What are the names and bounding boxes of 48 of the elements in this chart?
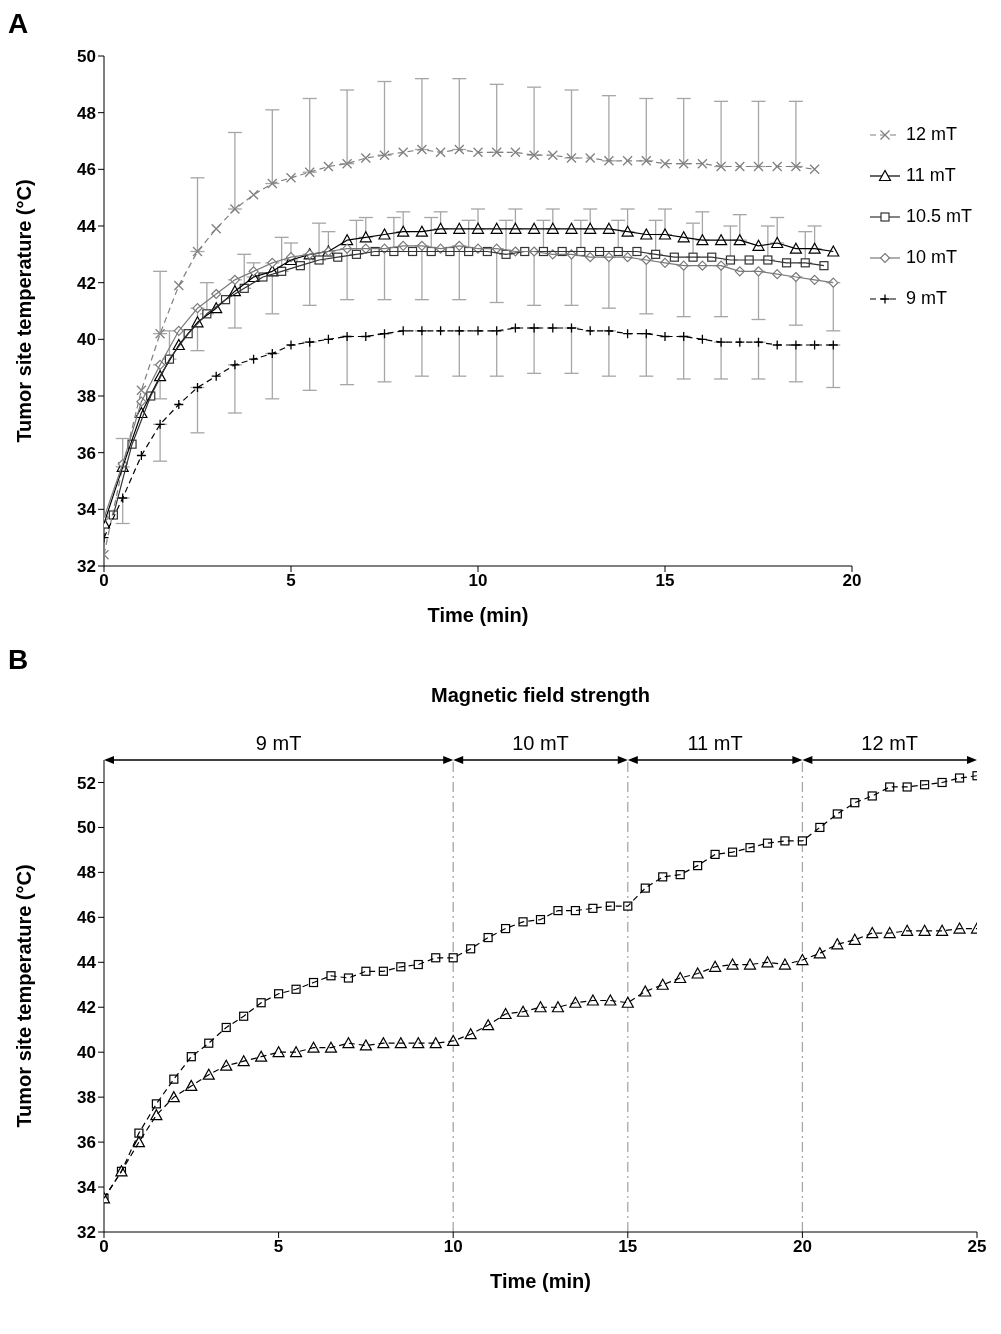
x-tick-label: 25 [967,1237,987,1257]
y-tick-label: 38 [77,387,96,407]
legend-label: 10.5 mT [906,206,973,227]
y-tick-label: 48 [77,103,96,123]
y-tick-label: 42 [77,998,96,1018]
y-tick-label: 32 [77,1223,96,1243]
x-axis-title: Time (min) [490,1270,591,1292]
y-tick-label: 46 [77,160,96,180]
chart-subtitle: Magnetic field strength [431,684,650,706]
y-tick-label: 36 [77,443,96,463]
x-tick-label: 5 [273,1237,284,1257]
text: 12 mT [861,732,919,754]
y-tick-label: 38 [77,1088,96,1108]
x-tick-label: 0 [99,571,109,591]
y-axis-title: Tumor site temperature (°C) [13,864,36,1128]
y-tick-label: 48 [77,863,96,883]
x-tick-label: 0 [99,1237,109,1257]
y-axis-title: Tumor site temperature (°C) [13,179,36,443]
x-tick-label: 5 [286,571,296,591]
legend-label: 11 mT [906,165,956,186]
y-tick-label: 50 [77,47,96,67]
y-tick-label: 52 [77,773,96,793]
y-tick-label: 46 [77,908,96,928]
y-tick-label: 40 [77,330,96,350]
text: 11 mT [687,732,743,754]
chart-title: B [8,644,30,676]
legend-label: 10 mT [906,247,958,268]
y-tick-label: 40 [77,1043,96,1063]
y-tick-label: 32 [77,557,96,577]
y-tick-label: 50 [77,818,96,838]
y-tick-label: 36 [77,1133,96,1153]
y-tick-label: 42 [77,273,96,293]
text: 9 mT [255,732,302,754]
y-tick-label: 34 [77,1178,97,1198]
y-tick-label: 44 [77,953,97,973]
x-tick-label: 15 [655,571,675,591]
x-tick-label: 20 [842,571,862,591]
x-tick-label: 10 [468,571,488,591]
y-tick-label: 44 [77,217,97,237]
x-tick-label: 20 [792,1237,812,1257]
legend-label: 9 mT [906,288,948,309]
x-tick-label: 10 [443,1237,463,1257]
chart-title: A [8,8,30,40]
text: 10 mT [512,732,569,754]
legend-label: 12 mT [906,124,958,145]
x-axis-title: Time (min) [427,604,529,626]
y-tick-label: 34 [77,500,97,520]
x-tick-label: 15 [618,1237,638,1257]
